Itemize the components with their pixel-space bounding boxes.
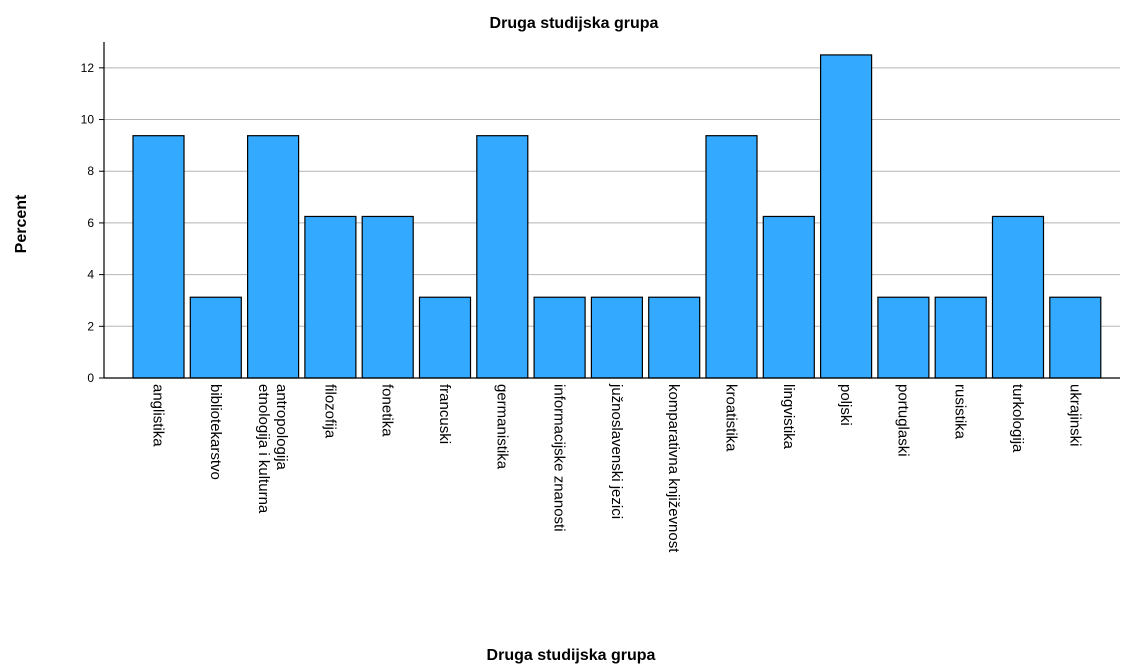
x-category-label: anglistika: [150, 384, 167, 447]
x-category-label: poljski: [837, 384, 854, 426]
x-category-label: južnoslavenski jezici: [608, 383, 625, 519]
x-category-label-line: germanistika: [493, 384, 510, 470]
x-category-label-line: južnoslavenski jezici: [608, 383, 625, 519]
bar-1: [189, 296, 242, 379]
bar-13: [877, 296, 930, 379]
x-category-label-line: etnologija i kulturna: [255, 384, 272, 514]
x-category-labels: anglistika bibliotekarstvo etnologija i ku…: [150, 383, 1084, 553]
bar-7: [533, 296, 586, 379]
y-tick-label: 0: [87, 371, 94, 385]
x-category-label-line: kroatistika: [723, 384, 740, 452]
y-axis-title: Percent: [13, 194, 30, 253]
x-category-label: turkologija: [1009, 384, 1026, 453]
y-tick-label: 4: [87, 268, 94, 282]
x-category-label: lingvistika: [780, 384, 797, 450]
x-category-label-line: francuski: [436, 384, 453, 444]
bar-3: [304, 215, 357, 379]
bar-11: [762, 215, 815, 379]
chart-title: Druga studijska grupa: [490, 15, 659, 32]
y-tick-label: 6: [87, 216, 94, 230]
bar-10: [705, 135, 758, 379]
x-category-label-line: fonetika: [379, 384, 396, 437]
x-category-label-line: lingvistika: [780, 384, 797, 450]
bar-5: [418, 296, 472, 379]
x-category-label-line: poljski: [837, 384, 854, 426]
bar-8: [590, 296, 644, 379]
y-tick-label: 8: [87, 164, 94, 178]
x-category-label: germanistika: [493, 384, 510, 470]
x-category-label-line: filozofija: [321, 384, 338, 439]
x-category-label: rusistika: [952, 384, 969, 440]
y-tick-label: 10: [81, 113, 95, 127]
x-category-label-line: informacijske znanosti: [551, 384, 568, 532]
y-tick-label: 12: [81, 61, 95, 75]
x-category-label: etnologija i kulturna antropologija: [255, 384, 290, 514]
x-category-label: francuski: [436, 384, 453, 444]
x-axis-title: Druga studijska grupa: [487, 647, 656, 664]
axes: [99, 42, 1120, 379]
bar-16: [1049, 296, 1102, 379]
x-category-label: bibliotekarstvo: [207, 384, 224, 480]
y-tick-label: 2: [87, 319, 94, 333]
x-category-label: informacijske znanosti: [551, 384, 568, 532]
bars: [132, 54, 1102, 379]
x-category-label: komparativna književnost: [665, 384, 682, 553]
bar-9: [648, 296, 701, 379]
x-category-label-line: antropologija: [273, 384, 290, 471]
x-category-label: filozofija: [321, 384, 338, 439]
bar-15: [991, 215, 1045, 379]
bar-14: [934, 296, 987, 379]
x-category-label: portuglaski: [894, 384, 911, 457]
x-category-label-line: anglistika: [150, 384, 167, 447]
x-category-label-line: ukrajinski: [1066, 384, 1083, 447]
bar-6: [476, 135, 529, 379]
bar-0: [132, 135, 185, 379]
x-category-label-line: rusistika: [952, 384, 969, 440]
x-category-label: ukrajinski: [1066, 384, 1083, 447]
bar-4: [361, 215, 414, 379]
x-category-label-line: bibliotekarstvo: [207, 384, 224, 480]
x-category-label: fonetika: [379, 384, 396, 437]
bar-2: [247, 135, 300, 379]
x-category-label-line: portuglaski: [894, 384, 911, 457]
y-tick-labels: 0 2 4 6 8 10 12: [81, 61, 95, 385]
x-category-label: kroatistika: [723, 384, 740, 452]
bar-12: [819, 54, 873, 379]
x-category-label-line: komparativna književnost: [665, 384, 682, 553]
x-category-label-line: turkologija: [1009, 384, 1026, 453]
